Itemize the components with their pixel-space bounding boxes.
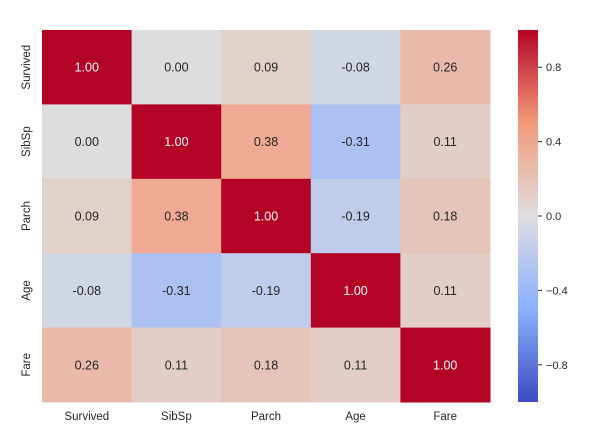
heatmap-cell [42,178,133,254]
cell-value-label: 1.00 [343,284,367,298]
cell-value-label: -0.19 [341,210,370,224]
y-tick-label: Parch [21,201,33,231]
cell-value-label: -0.08 [73,284,102,298]
heatmap-cell [310,327,401,403]
heatmap-cell [310,30,401,105]
heatmap-cell [400,178,491,254]
heatmap-cell [221,30,312,105]
x-axis: Survived SibSp Parch Age Fare [64,411,457,423]
heatmap-cell [221,327,312,403]
y-tick-label: Survived [21,45,33,90]
cell-value-label: 1.00 [433,358,457,372]
colorbar-tick-label: 0.8 [546,62,561,74]
heatmap-cell [400,327,491,403]
heatmap-cell [42,253,133,329]
heatmap-cell [221,104,312,180]
heatmap-cell [221,178,312,254]
heatmap-cell [42,30,133,105]
heatmap-cell [42,104,133,180]
cell-value-label: 1.00 [164,135,188,149]
colorbar-ticks: 0.8 0.4 0.0 −0.4 −0.8 [538,62,568,372]
cell-value-label: 0.11 [344,358,367,372]
heatmap-cell [131,178,222,254]
cell-value-label: 0.11 [433,284,456,298]
heatmap-cell [131,327,222,403]
colorbar-tick-label: 0.0 [546,211,561,223]
y-tick-label: SibSp [21,126,33,157]
heatmap-cell [131,104,222,180]
colorbar-gradient [518,30,538,402]
cell-value-label: 0.11 [165,358,188,372]
x-tick-label: Survived [64,411,109,423]
cell-value-label: 0.26 [75,358,99,372]
y-tick-label: Fare [21,353,33,377]
cell-value-label: 0.18 [254,358,278,372]
heatmap-cell [310,104,401,180]
cell-value-label: 0.09 [254,61,278,75]
cell-value-label: 0.00 [75,135,99,149]
cell-value-label: 0.38 [164,210,188,224]
heatmap-cells [42,30,491,403]
cell-value-label: 1.00 [75,61,99,75]
y-tick-label: Age [21,280,33,300]
x-tick-label: Age [345,411,365,423]
colorbar: 0.8 0.4 0.0 −0.4 −0.8 [518,30,568,402]
heatmap-cell [221,253,312,329]
heatmap-cell [400,253,491,329]
cell-value-label: 0.00 [164,61,188,75]
heatmap-cell [310,178,401,254]
cell-value-label: -0.31 [341,135,370,149]
x-tick-label: Fare [433,411,457,423]
cell-value-label: 0.09 [75,210,99,224]
cell-value-label: -0.08 [341,61,370,75]
cell-value-label: 0.26 [433,61,457,75]
cell-value-label: -0.19 [252,284,281,298]
colorbar-tick-label: 0.4 [546,137,561,149]
heatmap-annotations: 1.00 0.00 0.09 -0.08 0.26 0.00 1.00 0.38 -0.31 0.… [73,61,458,373]
cell-value-label: 0.18 [433,210,457,224]
cell-value-label: 0.11 [433,135,456,149]
x-tick-label: Parch [251,411,281,423]
heatmap-cell [42,327,133,403]
heatmap-cell [400,30,491,105]
cell-value-label: 0.38 [254,135,278,149]
heatmap-cell [400,104,491,180]
heatmap-cell [131,30,222,105]
x-tick-label: SibSp [161,411,192,423]
cell-value-label: -0.31 [162,284,191,298]
cell-value-label: 1.00 [254,210,278,224]
colorbar-tick-label: −0.4 [546,285,568,297]
heatmap-cell [131,253,222,329]
y-axis: Survived SibSp Parch Age Fare [21,45,33,377]
heatmap-cell [310,253,401,329]
colorbar-tick-label: −0.8 [546,360,568,372]
